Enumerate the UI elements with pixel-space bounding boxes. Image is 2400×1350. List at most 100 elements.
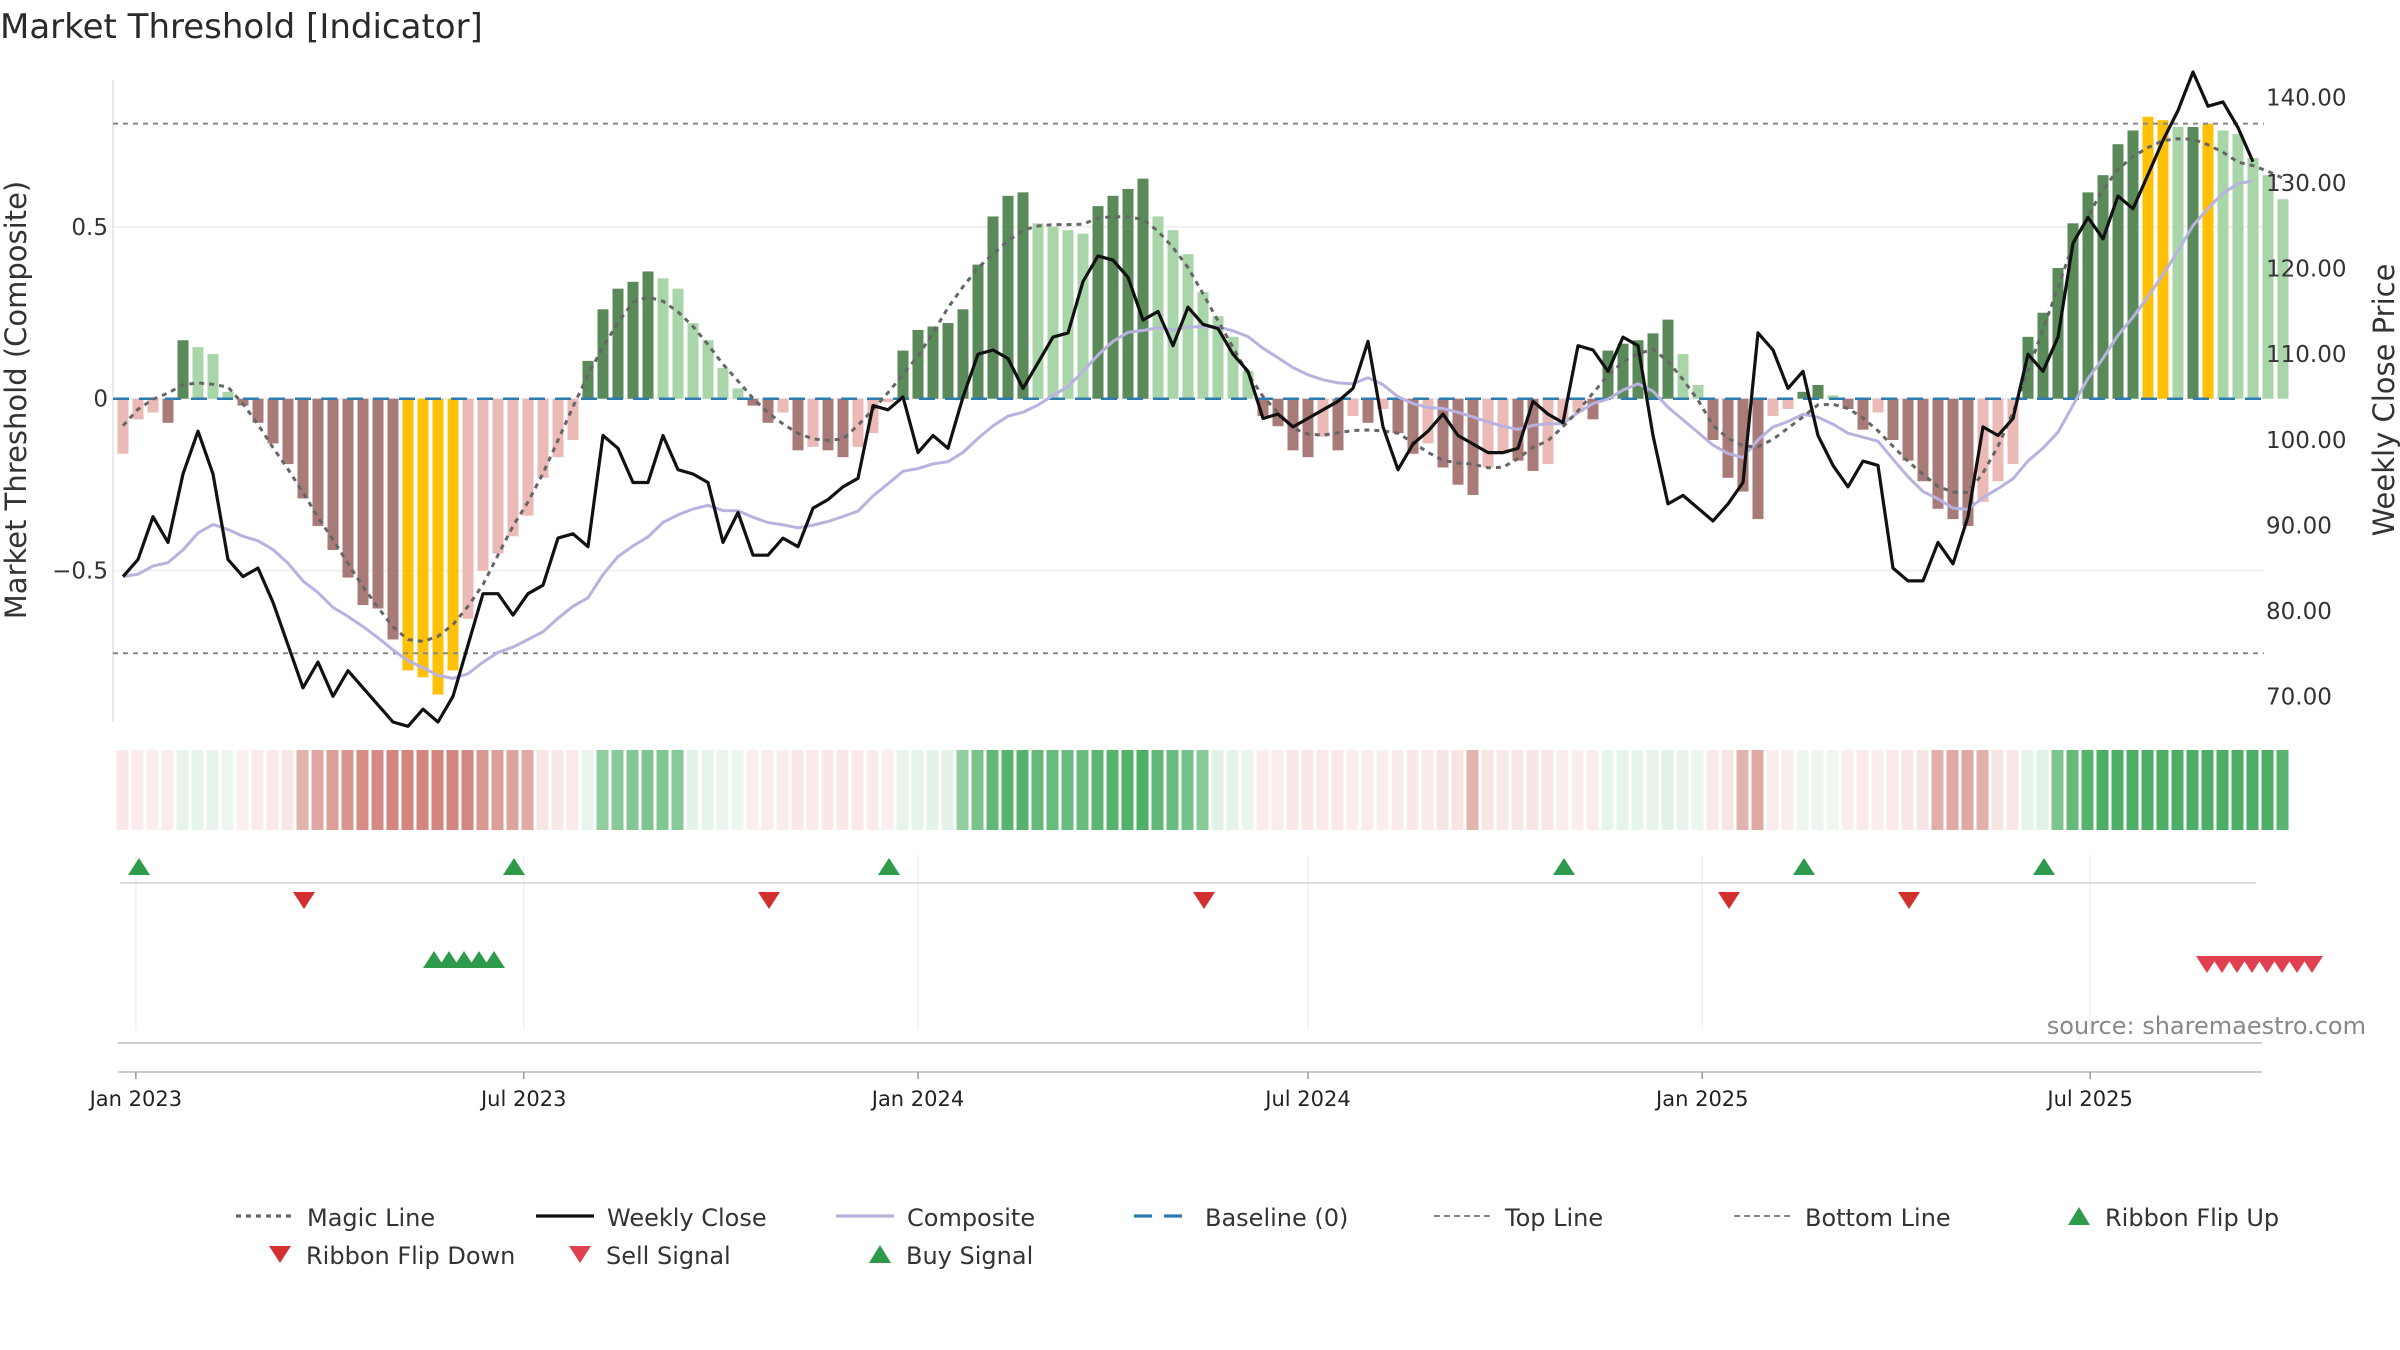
ribbon-cell: [836, 750, 849, 830]
ribbon-cell: [176, 750, 189, 830]
ribbon-cell: [1241, 750, 1254, 830]
composite-bar: [1197, 292, 1209, 399]
legend-item: Ribbon Flip Up: [2068, 1204, 2279, 1232]
legend: Magic Line Weekly Close Composite Baseline …: [236, 1204, 2279, 1270]
ribbon-flip-up-marker: [1793, 858, 1815, 875]
left-axis-label: Market Threshold (Composite): [0, 181, 33, 619]
ribbon-flip-down-marker: [1898, 892, 1920, 909]
composite-bar: [837, 398, 849, 458]
ribbon-cell: [626, 750, 639, 830]
composite-bar: [2157, 120, 2169, 399]
composite-bar: [1152, 216, 1164, 399]
ribbon-cell: [2261, 750, 2274, 830]
ribbon-cell: [1061, 750, 1074, 830]
ribbon-cell: [1781, 750, 1794, 830]
right-axis-label: Weekly Close Price: [2367, 264, 2400, 537]
composite-bar: [1047, 226, 1059, 399]
ribbon-cell: [1991, 750, 2004, 830]
ribbon-cell: [1886, 750, 1899, 830]
legend-item: Magic Line: [236, 1204, 435, 1232]
ribbon-strip: [116, 750, 2289, 830]
signal-panels: [118, 855, 2323, 1073]
legend-label: Magic Line: [307, 1204, 435, 1232]
composite-bar: [942, 323, 954, 399]
ribbon-cell: [941, 750, 954, 830]
ribbon-cell: [1316, 750, 1329, 830]
composite-bar: [2142, 116, 2154, 399]
legend-swatch: [569, 1246, 591, 1263]
ribbon-cell: [1586, 750, 1599, 830]
ribbon-cell: [791, 750, 804, 830]
ribbon-cell: [2066, 750, 2079, 830]
ribbon-cell: [221, 750, 234, 830]
composite-bar: [1587, 398, 1599, 420]
composite-bar: [417, 398, 429, 678]
ribbon-cell: [1166, 750, 1179, 830]
composite-bar: [162, 398, 174, 423]
legend-item: Buy Signal: [869, 1242, 1033, 1270]
left-tick-label: −0.5: [52, 559, 108, 585]
series-lines: [113, 70, 2284, 728]
composite-bar: [1422, 398, 1434, 444]
composite-bar: [2172, 127, 2184, 399]
composite-bar: [1662, 319, 1674, 399]
ribbon-cell: [311, 750, 324, 830]
composite-bar: [1977, 398, 1989, 502]
composite-bar: [1407, 398, 1419, 454]
ribbon-cell: [1541, 750, 1554, 830]
composite-bar: [1227, 336, 1239, 399]
ribbon-cell: [1271, 750, 1284, 830]
ribbon-cell: [911, 750, 924, 830]
composite-bar: [1377, 398, 1389, 410]
ribbon-cell: [1451, 750, 1464, 830]
sell-signal-marker: [2226, 956, 2248, 973]
composite-bar: [912, 329, 924, 399]
ribbon-cell: [1736, 750, 1749, 830]
ribbon-cell: [1376, 750, 1389, 830]
ribbon-cell: [1796, 750, 1809, 830]
composite-bar: [657, 278, 669, 399]
ribbon-cell: [2246, 750, 2259, 830]
composite-bar: [1437, 398, 1449, 468]
ribbon-cell: [341, 750, 354, 830]
composite-bar: [1242, 371, 1254, 399]
legend-label: Top Line: [1504, 1204, 1603, 1232]
legend-item: Bottom Line: [1734, 1204, 1951, 1232]
ribbon-cell: [1691, 750, 1704, 830]
composite-bar: [1167, 230, 1179, 399]
composite-bar: [1542, 398, 1554, 465]
composite-bar: [1872, 398, 1884, 413]
legend-label: Composite: [907, 1204, 1035, 1232]
composite-bar: [2262, 175, 2274, 399]
composite-bar: [1332, 398, 1344, 451]
ribbon-cell: [581, 750, 594, 830]
composite-bar: [1962, 398, 1974, 526]
ribbon-cell: [1301, 750, 1314, 830]
ribbon-cell: [1046, 750, 1059, 830]
ribbon-cell: [326, 750, 339, 830]
ribbon-cell: [206, 750, 219, 830]
composite-bar: [1827, 395, 1839, 399]
ribbon-cell: [1856, 750, 1869, 830]
ribbon-cell: [1001, 750, 1014, 830]
composite-bar: [522, 398, 534, 516]
ribbon-flip-down-marker: [293, 892, 315, 909]
buy-signal-marker: [423, 951, 445, 968]
composite-bar: [462, 398, 474, 619]
ribbon-cell: [686, 750, 699, 830]
composite-bar: [897, 350, 909, 399]
ribbon-cell: [1481, 750, 1494, 830]
composite-bar: [267, 398, 279, 444]
ribbon-cell: [2186, 750, 2199, 830]
ribbon-cell: [461, 750, 474, 830]
ribbon-flip-down-marker: [758, 892, 780, 909]
buy-signal-marker: [453, 951, 475, 968]
right-tick-label: 80.00: [2266, 599, 2332, 625]
ribbon-cell: [161, 750, 174, 830]
composite-bar: [747, 398, 759, 406]
ribbon-cell: [866, 750, 879, 830]
composite-bar: [807, 398, 819, 447]
sell-signal-marker: [2256, 956, 2278, 973]
composite-bar: [1917, 398, 1929, 482]
ribbon-cell: [371, 750, 384, 830]
